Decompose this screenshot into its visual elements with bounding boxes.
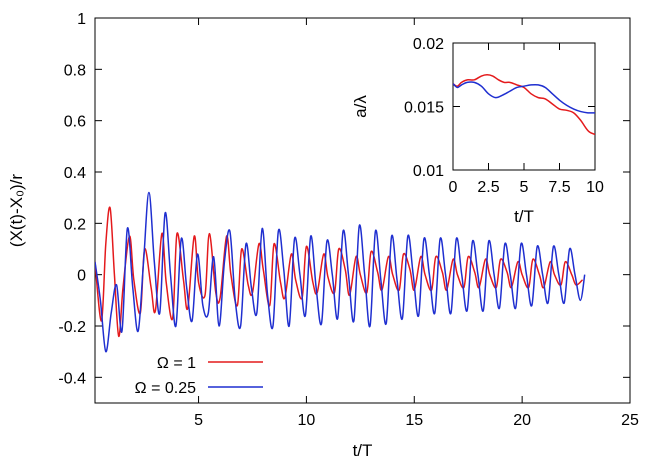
inset-x-tick-label: 7.5: [548, 179, 570, 196]
main-x-tick-label: 15: [405, 412, 423, 429]
inset-x-axis-label: t/T: [514, 207, 534, 226]
main-series-line-blue: [95, 191, 586, 353]
legend: Ω = 1 Ω = 0.25: [135, 355, 263, 397]
main-y-tick-label: 0.2: [64, 216, 86, 233]
main-y-tick-label: 0: [77, 268, 86, 285]
main-y-tick-label: 0.4: [64, 165, 86, 182]
legend-label: Ω = 1: [157, 355, 196, 372]
inset-y-tick-label: 0.01: [413, 163, 444, 180]
main-x-tick-label: 20: [513, 412, 531, 429]
inset-x-tick-label: 5: [520, 179, 529, 196]
main-y-tick-label: -0.2: [58, 319, 86, 336]
inset-chart: 0 2.5 5 7.5 10 0.01 0.015 0.02 t/T a/λ: [351, 36, 604, 226]
main-y-tick-label: 0.6: [64, 114, 86, 131]
inset-x-tick-label: 10: [586, 179, 604, 196]
inset-y-axis-label: a/λ: [351, 95, 370, 118]
inset-x-tick-label: 0: [449, 179, 458, 196]
main-x-axis-label: t/T: [353, 441, 373, 460]
main-y-tick-label: 1: [77, 11, 86, 28]
main-x-tick-label: 25: [621, 412, 639, 429]
main-y-tick-label: 0.8: [64, 62, 86, 79]
legend-label: Ω = 0.25: [135, 380, 196, 397]
inset-x-tick-label: 2.5: [477, 179, 499, 196]
inset-y-tick-label: 0.015: [404, 100, 444, 117]
inset-series-line-blue: [453, 81, 595, 114]
inset-y-tick-label: 0.02: [413, 36, 444, 53]
main-y-tick-label: -0.4: [58, 370, 86, 387]
inset-plot-frame: [452, 42, 596, 171]
main-x-tick-label: 10: [298, 412, 316, 429]
main-x-tick-label: 5: [194, 412, 203, 429]
main-y-axis-label: (X(t)-X₀)/r: [7, 174, 26, 247]
